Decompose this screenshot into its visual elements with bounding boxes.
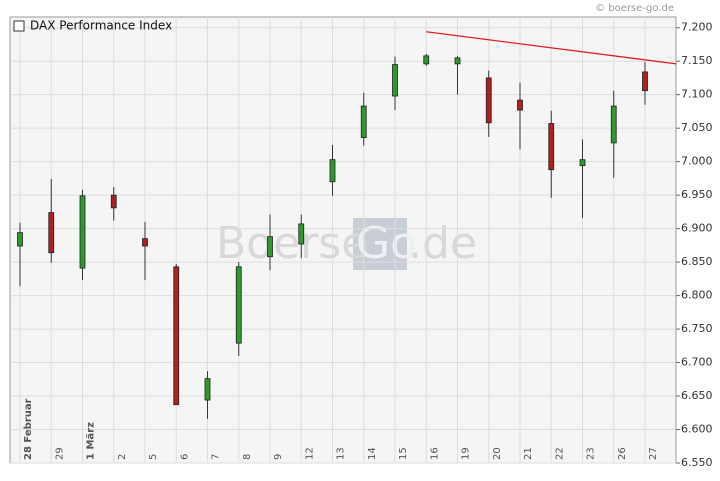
- candle-body: [392, 64, 398, 97]
- candle-body: [17, 232, 23, 247]
- y-tick-label: 6.550: [681, 456, 713, 469]
- watermark: Boerse Go .de: [216, 218, 477, 270]
- x-tick-label: 15: [398, 447, 409, 460]
- x-tick-label: 23: [586, 447, 597, 460]
- candle-body: [485, 77, 492, 124]
- y-tick-label: 7.100: [681, 88, 713, 101]
- y-tick-label: 6.850: [681, 255, 713, 268]
- candle-body: [329, 159, 336, 183]
- x-tick-label: 21: [523, 447, 534, 460]
- watermark-text: Go: [356, 218, 417, 269]
- candle-body: [298, 223, 305, 245]
- x-tick-label: 26: [617, 447, 628, 460]
- y-tick-label: 6.950: [681, 188, 713, 201]
- x-tick-label: 28 Februar: [23, 398, 34, 460]
- x-tick-label: 20: [492, 447, 503, 460]
- x-tick-label: 6: [179, 454, 190, 460]
- candle-body: [235, 266, 242, 344]
- candle-body: [173, 266, 180, 406]
- candle-body: [110, 194, 117, 209]
- x-tick-label: 12: [304, 447, 315, 460]
- candle-body: [360, 105, 367, 138]
- legend-box: [13, 20, 25, 32]
- y-tick-label: 6.700: [681, 356, 713, 369]
- trendline: [426, 31, 677, 65]
- source: © boerse-go.de: [595, 3, 674, 14]
- x-tick-label: 8: [242, 454, 253, 460]
- y-tick-label: 7.150: [681, 54, 713, 67]
- watermark-text: .de: [408, 218, 477, 269]
- candle-body: [579, 159, 586, 167]
- y-tick-label: 7.000: [681, 155, 713, 168]
- x-tick-label: 9: [273, 454, 284, 460]
- y-tick-label: 6.800: [681, 289, 713, 302]
- candle-body: [517, 99, 523, 111]
- candle-body: [142, 238, 148, 247]
- x-tick-label: 16: [429, 447, 440, 460]
- candle-body: [267, 236, 273, 258]
- watermark-text: Boerse: [216, 218, 368, 269]
- x-tick-label: 27: [648, 447, 659, 460]
- x-tick-label: 2: [117, 454, 128, 460]
- y-tick-label: 6.900: [681, 222, 713, 235]
- x-tick-label: 22: [554, 447, 565, 460]
- x-tick-label: 5: [148, 454, 159, 460]
- y-tick-label: 6.600: [681, 423, 713, 436]
- candle-body: [642, 71, 648, 92]
- x-tick-label: 7: [211, 454, 222, 460]
- watermark-box: [353, 218, 407, 270]
- candle-body: [610, 105, 617, 144]
- x-tick-label: 1 März: [86, 422, 97, 460]
- y-tick-label: 7.050: [681, 121, 713, 134]
- candle-body: [548, 123, 555, 171]
- x-tick-label: 29: [54, 447, 65, 460]
- candle-body: [79, 195, 86, 269]
- candle-body: [48, 212, 55, 254]
- candle-body: [454, 57, 461, 65]
- x-tick-label: 13: [336, 447, 347, 460]
- candle-body: [204, 378, 211, 401]
- plot-area: [9, 16, 677, 464]
- x-tick-label: 19: [461, 447, 472, 460]
- candle-body: [423, 55, 430, 65]
- y-tick-label: 6.650: [681, 389, 713, 402]
- legend-title: DAX Performance Index: [30, 19, 172, 33]
- marks: [17, 31, 677, 419]
- y-tick-label: 6.750: [681, 322, 713, 335]
- y-tick-label: 7.200: [681, 21, 713, 34]
- x-tick-label: 14: [367, 447, 378, 460]
